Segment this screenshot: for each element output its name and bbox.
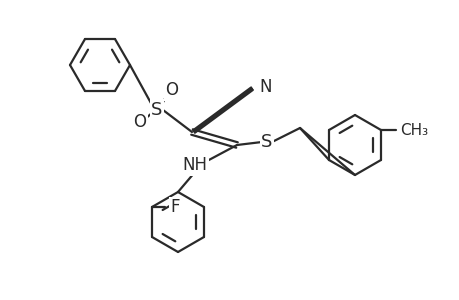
Text: CH₃: CH₃ xyxy=(399,122,427,137)
Text: O: O xyxy=(133,113,146,131)
Text: F: F xyxy=(170,198,179,216)
Text: O: O xyxy=(165,81,178,99)
Text: S: S xyxy=(151,101,162,119)
Text: S: S xyxy=(261,133,272,151)
Text: N: N xyxy=(258,78,271,96)
Text: NH: NH xyxy=(182,156,207,174)
